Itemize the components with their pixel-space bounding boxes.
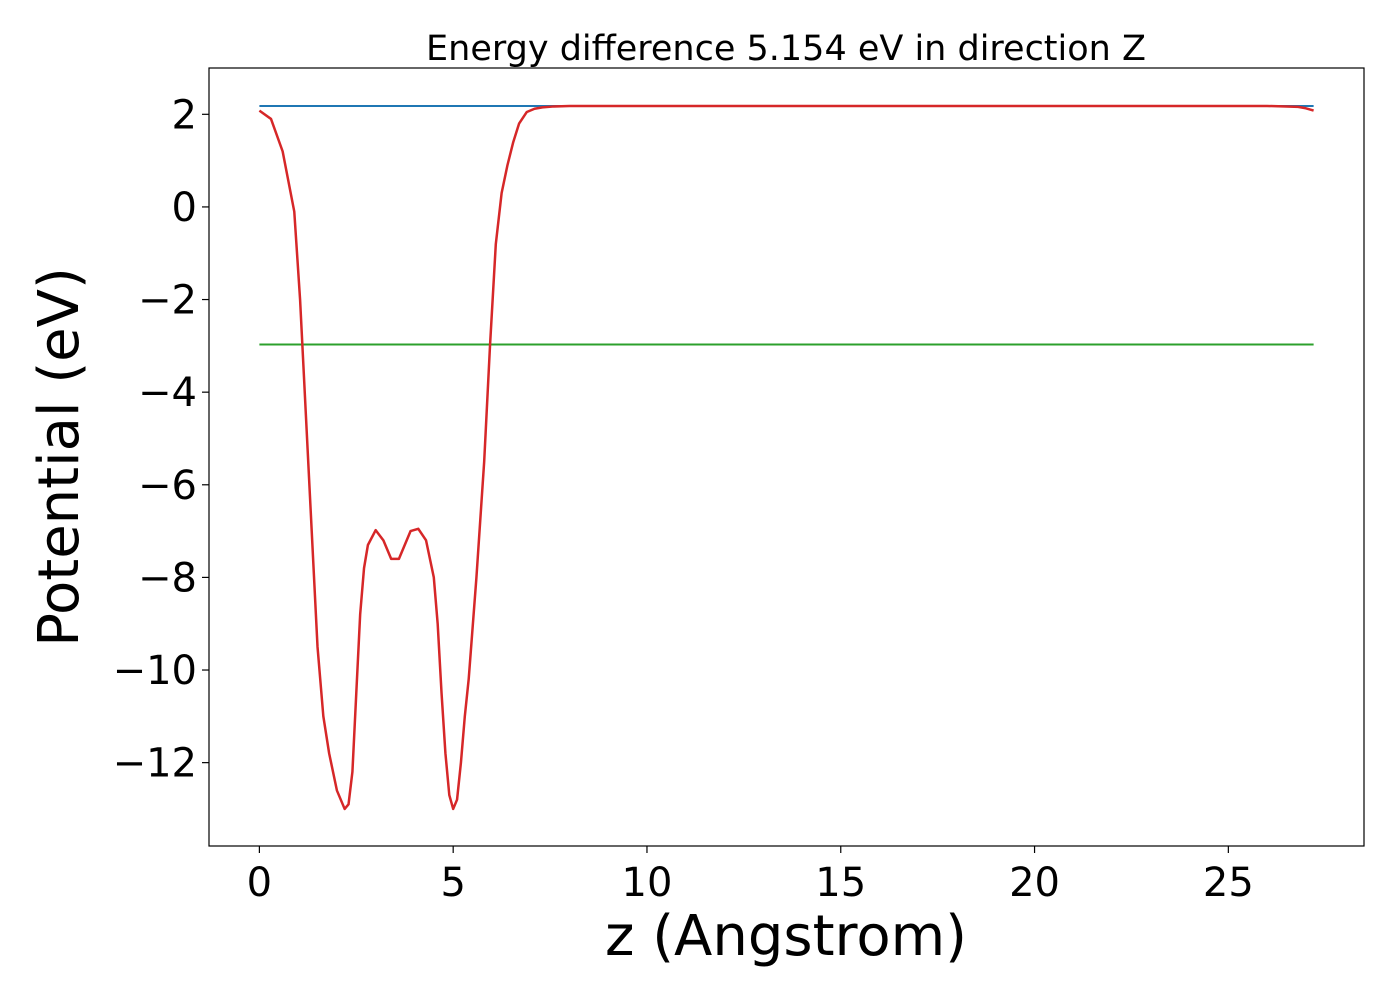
y-tick-label: −8 <box>138 555 197 601</box>
x-axis-ticks: 0 5 10 15 20 25 <box>247 846 1254 906</box>
y-tick-label: 2 <box>172 92 197 138</box>
x-axis-title: z (Angstrom) <box>605 904 967 969</box>
x-tick-label: 5 <box>440 860 465 906</box>
y-tick-label: −12 <box>113 741 197 787</box>
x-tick-label: 25 <box>1203 860 1254 906</box>
y-tick-label: −2 <box>138 278 197 324</box>
x-tick-label: 10 <box>622 860 673 906</box>
y-tick-label: −10 <box>113 648 197 694</box>
y-tick-label: −4 <box>138 370 197 416</box>
plot-frame <box>208 67 1365 847</box>
series-line-3 <box>258 104 1314 811</box>
y-tick-label: −6 <box>138 463 197 509</box>
y-axis-title: Potential (eV) <box>27 267 92 647</box>
y-tick-label: 0 <box>172 185 197 231</box>
series-layer <box>258 104 1314 811</box>
x-tick-label: 0 <box>247 860 272 906</box>
y-axis-ticks: 2 0 −2 −4 −6 −8 −10 −12 <box>113 92 209 787</box>
x-tick-label: 15 <box>815 860 866 906</box>
chart-title: Energy difference 5.154 eV in direction … <box>426 29 1146 69</box>
x-tick-label: 20 <box>1009 860 1060 906</box>
